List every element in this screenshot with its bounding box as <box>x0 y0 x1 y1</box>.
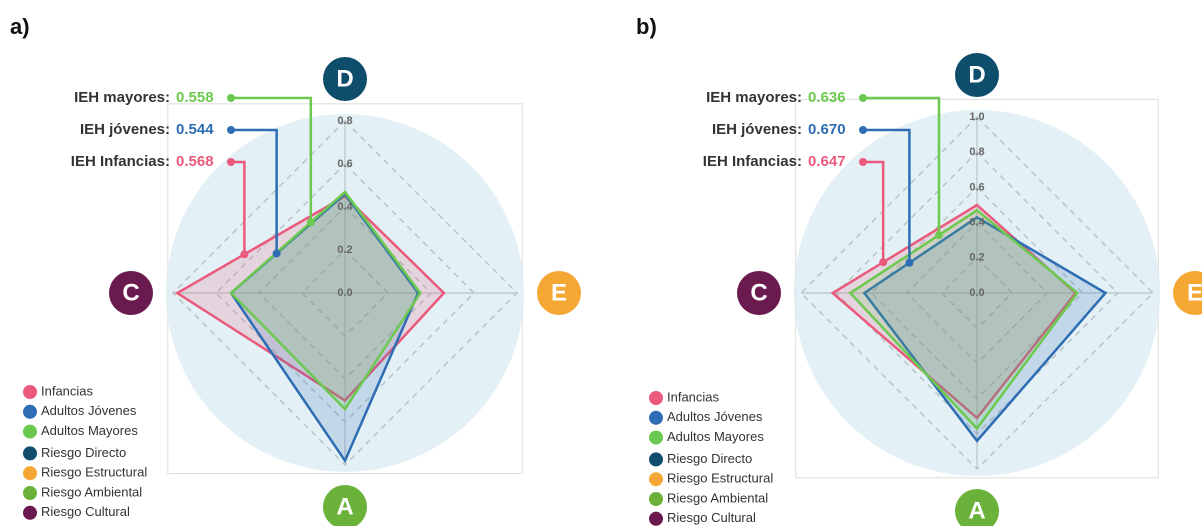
axis-letter: C <box>750 279 767 306</box>
leader-dot <box>240 250 249 259</box>
legend-label: Riesgo Ambiental <box>667 490 768 505</box>
r-tick-label: 0.0 <box>337 287 352 299</box>
axis-badge <box>109 271 153 315</box>
leader-line <box>231 96 313 223</box>
axis-badge <box>737 271 781 315</box>
r-tick-label: 0.0 <box>969 287 984 299</box>
leader-dot <box>934 231 943 240</box>
axis-badge <box>1173 271 1202 315</box>
panel-label: a) <box>10 14 30 39</box>
legend-label: Adultos Jóvenes <box>41 403 137 418</box>
legend-marker <box>649 410 663 425</box>
axis-badge <box>537 271 581 315</box>
series-area <box>229 190 422 412</box>
legend-label: Adultos Jóvenes <box>667 409 763 424</box>
axis-letter: A <box>968 497 985 524</box>
legend-label: Riesgo Ambiental <box>41 484 142 499</box>
axis-badge <box>955 53 999 97</box>
legend-label: Riesgo Directo <box>41 445 126 460</box>
leader-line <box>863 160 885 263</box>
leader-line <box>863 128 911 263</box>
axis-letter: E <box>551 279 567 306</box>
legend-marker <box>23 466 37 481</box>
legend-marker <box>23 446 37 461</box>
legend-marker <box>23 486 37 500</box>
series-area <box>174 194 446 403</box>
legend-marker <box>649 430 663 445</box>
legend-label: Adultos Mayores <box>667 429 764 444</box>
leader-line <box>231 128 278 254</box>
r-tick-label: 0.2 <box>337 244 352 256</box>
annotation-value: 0.568 <box>176 153 214 170</box>
axis-letter: C <box>122 279 139 306</box>
legend-marker <box>649 452 663 467</box>
panel-label: b) <box>636 14 657 39</box>
legend-label: Riesgo Estructural <box>667 471 773 486</box>
leader-dot <box>306 218 315 227</box>
legend-marker <box>23 404 37 419</box>
leader-dot <box>272 249 281 258</box>
annotation-label: IEH jóvenes: <box>712 121 802 138</box>
annotation-label: IEH jóvenes: <box>80 121 170 138</box>
r-tick-label: 0.4 <box>337 201 353 213</box>
annotation-value: 0.670 <box>808 121 846 138</box>
axis-badge <box>323 57 367 101</box>
r-tick-label: 0.6 <box>969 181 984 193</box>
annotation-value: 0.647 <box>808 153 846 170</box>
legend-label: Infancias <box>41 383 94 398</box>
leader-line <box>231 160 246 255</box>
legend-marker <box>23 385 37 399</box>
axis-letter: E <box>1187 279 1202 306</box>
legend-marker <box>649 511 663 526</box>
legend-label: Riesgo Cultural <box>667 510 756 525</box>
annotation-value: 0.544 <box>176 121 214 138</box>
leader-dot <box>859 94 867 102</box>
legend-marker <box>649 472 663 487</box>
leader-dot <box>905 258 914 267</box>
r-tick-label: 0.6 <box>337 158 352 170</box>
legend-marker <box>649 492 663 506</box>
leader-dot <box>227 126 235 134</box>
axis-letter: D <box>336 65 353 92</box>
annotation-value: 0.636 <box>808 89 846 106</box>
legend-label: Adultos Mayores <box>41 423 138 438</box>
legend-marker <box>23 424 37 439</box>
legend-label: Infancias <box>667 389 720 404</box>
legend-marker <box>23 505 37 520</box>
axis-badge <box>955 489 999 526</box>
r-tick-label: 0.8 <box>337 115 352 127</box>
legend-label: Riesgo Estructural <box>41 465 147 480</box>
leader-dot <box>859 158 867 166</box>
legend-label: Riesgo Cultural <box>41 504 130 519</box>
annotation-label: IEH Infancias: <box>703 153 802 170</box>
r-tick-label: 1.0 <box>969 111 984 123</box>
leader-dot <box>859 126 867 134</box>
r-tick-label: 0.2 <box>969 252 984 264</box>
annotation-label: IEH Infancias: <box>71 153 170 170</box>
r-tick-label: 0.4 <box>969 217 985 229</box>
legend-label: Riesgo Directo <box>667 451 752 466</box>
annotation-label: IEH mayores: <box>706 89 802 106</box>
r-tick-label: 0.8 <box>969 146 984 158</box>
leader-dot <box>227 94 235 102</box>
axis-badge <box>323 485 367 526</box>
annotation-label: IEH mayores: <box>74 89 170 106</box>
series-area <box>862 215 1108 443</box>
leader-line <box>863 96 941 236</box>
axis-letter: D <box>968 61 985 88</box>
legend-marker <box>649 391 663 405</box>
axis-letter: A <box>336 493 353 520</box>
leader-dot <box>879 258 888 267</box>
annotation-value: 0.558 <box>176 89 214 106</box>
leader-dot <box>227 158 235 166</box>
